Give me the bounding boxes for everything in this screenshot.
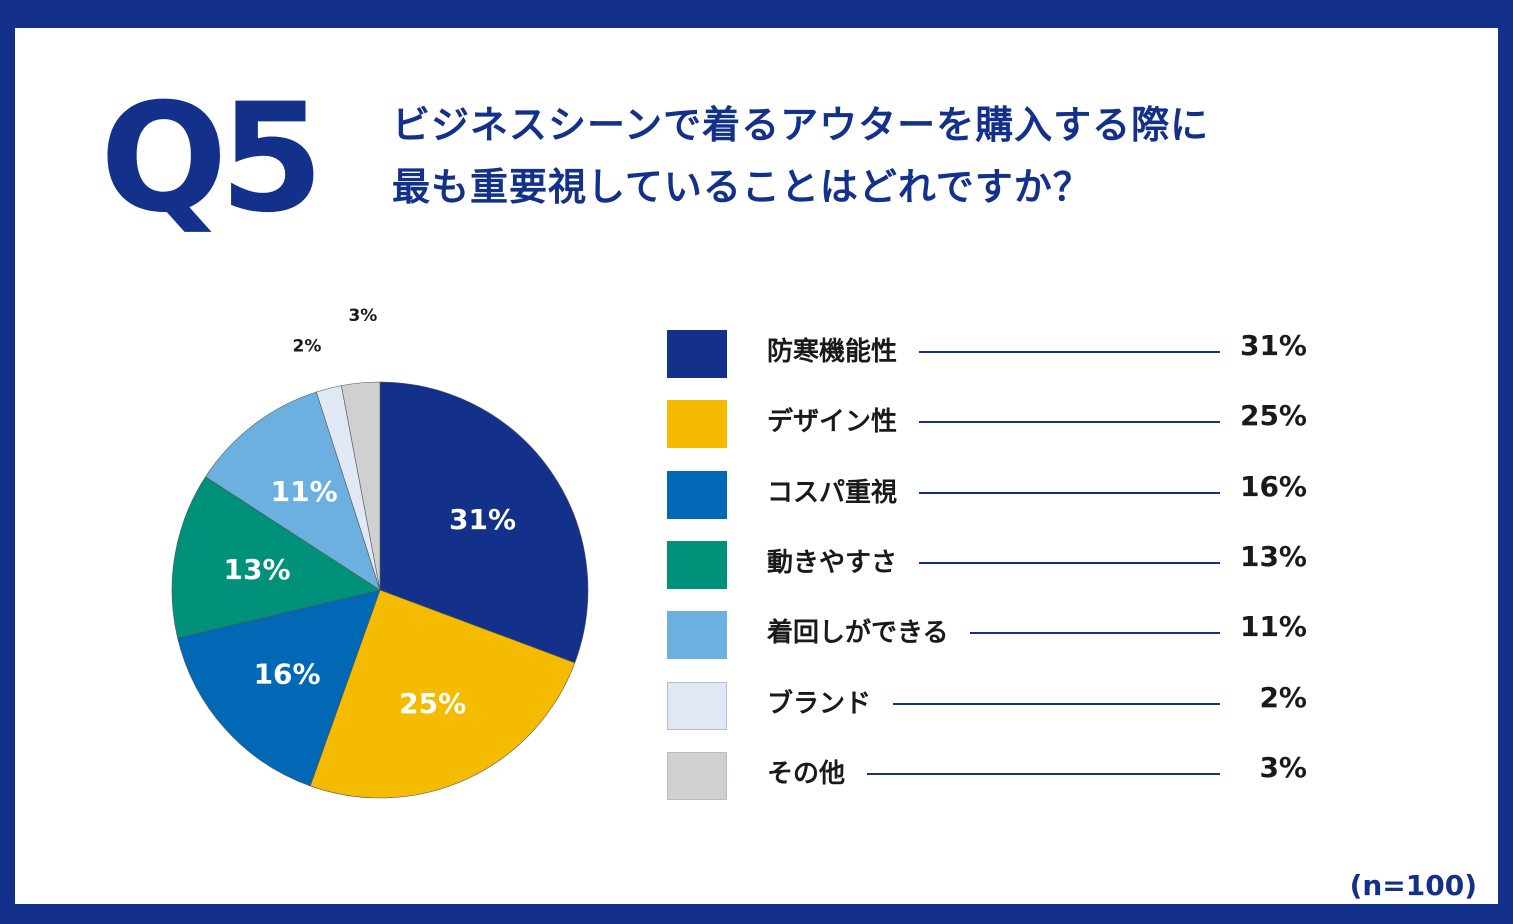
- legend-leader-line: [867, 772, 1220, 775]
- legend-swatch: [667, 751, 727, 800]
- legend-row: 防寒機能性 31%: [667, 329, 1307, 380]
- pie-slice: [177, 589, 381, 787]
- legend-label: 動きやすさ: [767, 547, 898, 578]
- question-line-2: 最も重要視していることはどれですか？: [392, 165, 1092, 209]
- legend-value: 2%: [1259, 680, 1307, 714]
- legend-leader-line: [919, 491, 1220, 494]
- legend-row: その他 3%: [667, 750, 1307, 802]
- legend-value: 16%: [1239, 469, 1307, 503]
- legend-row: 着回しができる 11%: [667, 610, 1307, 661]
- legend-leader-line: [919, 421, 1220, 424]
- legend-leader-line: [893, 702, 1220, 705]
- legend-swatch: [667, 470, 727, 519]
- legend-label: 着回しができる: [767, 618, 949, 649]
- legend-value: 11%: [1239, 610, 1307, 644]
- pie-slice: [309, 589, 576, 799]
- question-number: Q5: [100, 72, 324, 246]
- pie-label: 3%: [348, 306, 377, 326]
- pie-label: 11%: [271, 475, 338, 508]
- pie-label: 2%: [292, 337, 321, 357]
- question-text: ビジネスシーンで着るアウターを購入する際に 最も重要視していることはどれですか？: [392, 94, 1452, 218]
- legend-label: ブランド: [767, 688, 872, 719]
- sample-size-note: (n=100): [1349, 869, 1477, 902]
- legend-swatch: [667, 681, 727, 730]
- pie-slice: [171, 476, 381, 639]
- pie-slice: [341, 381, 381, 591]
- legend-swatch: [667, 611, 727, 660]
- legend-label: 防寒機能性: [767, 337, 898, 367]
- pie-label: 25%: [399, 687, 466, 720]
- pie-label: 13%: [224, 553, 291, 586]
- pie-label: 31%: [449, 503, 516, 536]
- legend-label: デザイン性: [767, 407, 898, 438]
- legend-swatch: [667, 400, 727, 449]
- legend-value: 31%: [1239, 329, 1307, 362]
- legend-swatch: [667, 540, 727, 589]
- legend-leader-line: [919, 351, 1220, 353]
- legend-swatch: [667, 330, 727, 378]
- legend-row: ブランド 2%: [667, 680, 1307, 732]
- legend-label: その他: [767, 758, 846, 789]
- legend-leader-line: [970, 632, 1220, 635]
- legend-leader-line: [919, 561, 1220, 564]
- legend-row: 動きやすさ 13%: [667, 539, 1307, 591]
- legend-row: デザイン性 25%: [667, 399, 1307, 450]
- legend-label: コスパ重視: [767, 477, 898, 508]
- legend-row: コスパ重視 16%: [667, 469, 1307, 521]
- pie-slice: [379, 381, 589, 664]
- legend-value: 25%: [1239, 399, 1307, 433]
- legend-value: 13%: [1239, 539, 1307, 573]
- pie-label: 16%: [254, 657, 321, 690]
- pie-slice: [205, 391, 381, 591]
- legend-value: 3%: [1259, 750, 1307, 784]
- question-line-1: ビジネスシーンで着るアウターを購入する際に: [392, 103, 1210, 147]
